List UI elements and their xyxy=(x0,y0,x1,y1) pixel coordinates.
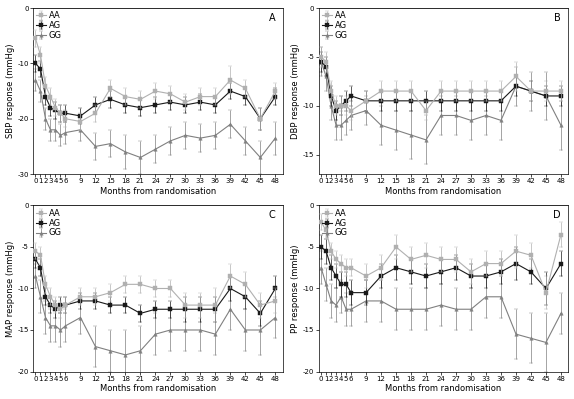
Y-axis label: PP response (mmHg): PP response (mmHg) xyxy=(291,244,300,333)
Y-axis label: DBP response (mmHg): DBP response (mmHg) xyxy=(291,43,300,139)
X-axis label: Months from randomisation: Months from randomisation xyxy=(385,187,502,196)
Legend: AA, AG, GG: AA, AG, GG xyxy=(36,208,63,238)
Legend: AA, AG, GG: AA, AG, GG xyxy=(36,10,63,41)
Text: D: D xyxy=(553,210,561,221)
Text: B: B xyxy=(554,13,561,23)
X-axis label: Months from randomisation: Months from randomisation xyxy=(385,385,502,393)
X-axis label: Months from randomisation: Months from randomisation xyxy=(100,385,216,393)
Text: A: A xyxy=(269,13,276,23)
Text: C: C xyxy=(269,210,276,221)
X-axis label: Months from randomisation: Months from randomisation xyxy=(100,187,216,196)
Y-axis label: MAP response (mmHg): MAP response (mmHg) xyxy=(6,240,14,337)
Legend: AA, AG, GG: AA, AG, GG xyxy=(321,208,348,238)
Legend: AA, AG, GG: AA, AG, GG xyxy=(321,10,348,41)
Y-axis label: SBP response (mmHg): SBP response (mmHg) xyxy=(6,44,14,138)
